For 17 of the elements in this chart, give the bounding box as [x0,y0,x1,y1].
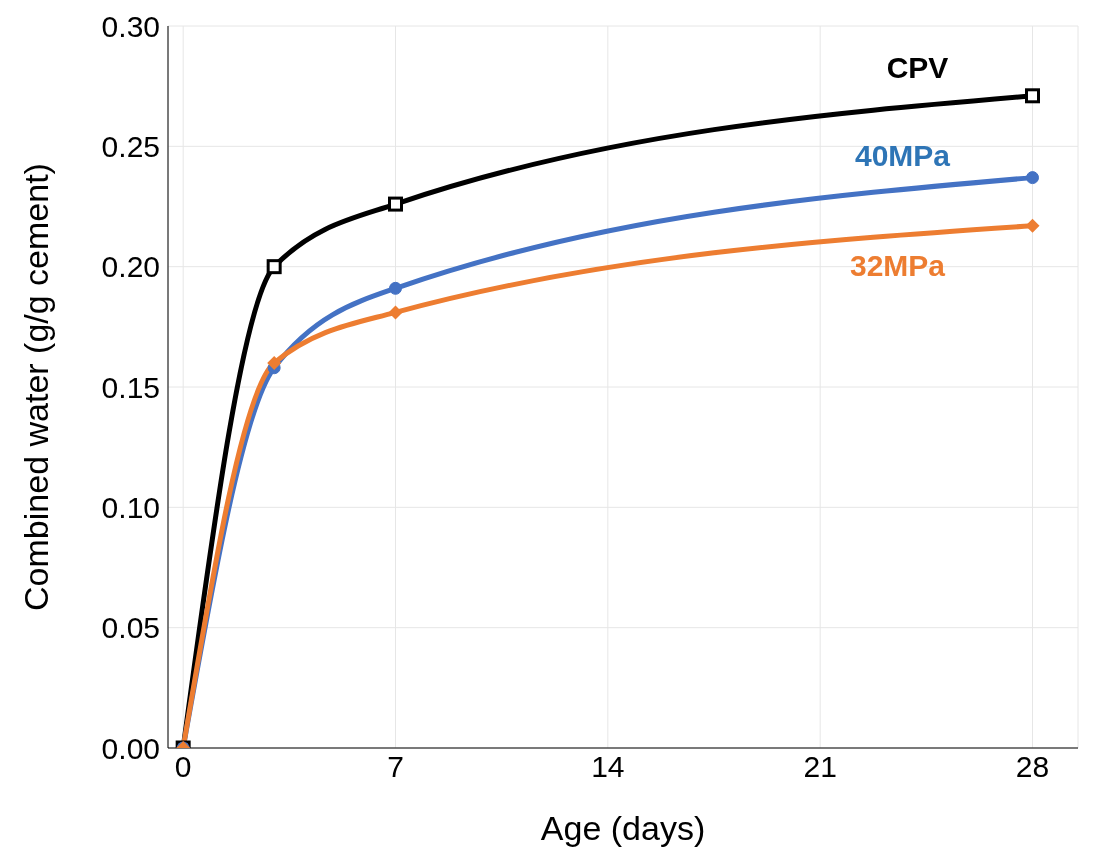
y-tick-label: 0.25 [101,129,160,163]
series-label: 40MPa [854,138,951,172]
series-label: CPV [886,50,949,84]
x-tick-label: 0 [174,750,192,784]
x-tick-label: 28 [1015,750,1050,784]
y-tick-label: 0.00 [101,731,160,765]
x-tick-label: 21 [803,750,837,784]
y-tick-label: 0.15 [101,370,160,404]
y-tick-label: 0.20 [101,250,160,284]
series-label: 32MPa [849,248,946,282]
x-axis-title: Age (days) [540,809,706,847]
y-tick-label: 0.10 [101,490,160,524]
x-tick-label: 14 [591,750,625,784]
x-tick-label: 7 [387,750,404,784]
y-axis-title: Combined water (g/g cement) [17,163,56,611]
y-tick-label: 0.05 [101,611,160,645]
y-tick-label: 0.30 [101,9,160,43]
